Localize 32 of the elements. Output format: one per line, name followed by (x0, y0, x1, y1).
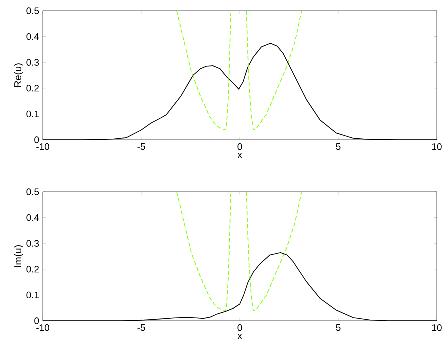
line-series (246, 192, 302, 312)
x-tick-label: 10 (432, 144, 442, 150)
x-axis-title: x (238, 153, 242, 158)
y-axis-title: Re(u) (14, 64, 24, 88)
x-axis-title: x (238, 334, 242, 340)
y-axis-title: Im(u) (14, 245, 24, 268)
y-tick-label: 0.2 (26, 266, 40, 273)
y-tick-label: 0.5 (26, 188, 40, 196)
line-series (43, 252, 438, 321)
x-tick-label: 0 (238, 324, 242, 332)
x-tick-label: 10 (432, 324, 442, 332)
y-tick-label: 0.2 (26, 85, 40, 92)
y-tick-label: 0.4 (26, 214, 40, 222)
y-tick-label: 0.5 (26, 8, 40, 14)
y-tick-label: 0.1 (26, 292, 40, 299)
y-tick-label: 0.4 (26, 33, 40, 40)
y-tick-label: 0.3 (26, 240, 40, 247)
x-tick-label: -5 (138, 144, 146, 150)
x-tick-label: -5 (138, 324, 146, 332)
x-tick-label: -10 (36, 144, 50, 150)
y-tick-label: 0 (34, 136, 40, 144)
x-tick-label: 0 (238, 144, 242, 150)
x-tick-label: 5 (336, 324, 341, 332)
line-series (43, 43, 438, 140)
x-tick-label: -10 (36, 324, 50, 332)
x-tick-label: 5 (336, 144, 341, 150)
y-tick-label: 0 (34, 318, 40, 324)
y-tick-label: 0.3 (26, 59, 40, 66)
line-series (246, 11, 302, 131)
line-series (176, 11, 232, 131)
line-series (176, 192, 232, 312)
y-tick-label: 0.1 (26, 110, 40, 118)
